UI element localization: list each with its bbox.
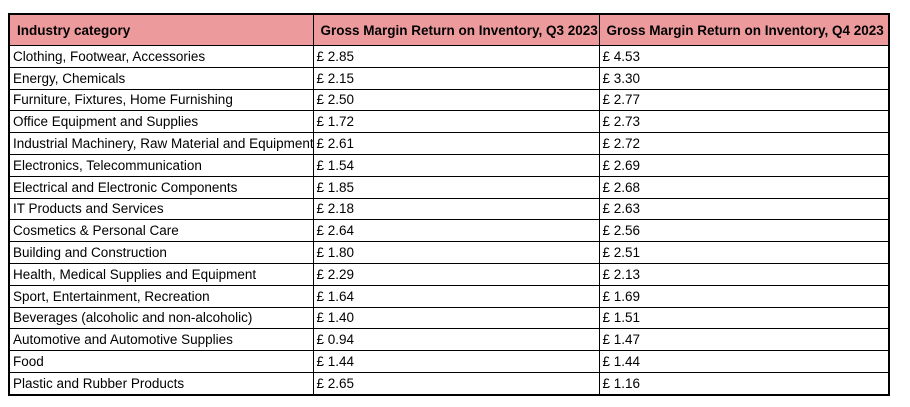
- gmroi-q3-value-cell: £ 1.44: [312, 350, 600, 373]
- industry-category-cell: Food: [8, 350, 314, 373]
- gmroi-q4-value-cell: £ 2.72: [598, 132, 890, 155]
- table-row: Office Equipment and Supplies £ 1.72 £ 2.7…: [8, 110, 890, 134]
- industry-category-cell: Energy, Chemicals: [8, 66, 314, 90]
- table-row: Health, Medical Supplies and Equipment £ …: [8, 262, 890, 286]
- column-header-gmroi-q4-2023: Gross Margin Return on Inventory, Q4 202…: [598, 13, 890, 46]
- gmroi-q3-value-cell: £ 1.80: [312, 241, 600, 264]
- gmroi-q4-value-cell: £ 2.56: [598, 219, 890, 243]
- gmroi-q3-value-cell: £ 1.85: [312, 175, 600, 199]
- gmroi-q3-value-cell: £ 2.18: [312, 197, 600, 221]
- industry-category-cell: Furniture, Fixtures, Home Furnishing: [8, 88, 314, 112]
- gmroi-q4-value-cell: £ 2.77: [598, 88, 890, 112]
- gmroi-q4-value-cell: £ 2.63: [598, 197, 890, 221]
- gmroi-q3-value-cell: £ 1.40: [312, 306, 600, 330]
- industry-category-cell: Electronics, Telecommunication: [8, 153, 314, 177]
- industry-category-cell: Office Equipment and Supplies: [8, 110, 314, 134]
- industry-category-cell: Cosmetics & Personal Care: [8, 219, 314, 243]
- table-row: Food £ 1.44 £ 1.44: [8, 350, 890, 373]
- table-row: Cosmetics & Personal Care £ 2.64 £ 2.56: [8, 219, 890, 243]
- gmroi-q4-value-cell: £ 4.53: [598, 45, 890, 68]
- column-header-industry-category: Industry category: [8, 13, 314, 46]
- gmroi-q4-value-cell: £ 1.69: [598, 284, 890, 308]
- gmroi-q4-value-cell: £ 2.51: [598, 241, 890, 264]
- industry-category-cell: Electrical and Electronic Components: [8, 175, 314, 199]
- table-row: Sport, Entertainment, Recreation £ 1.64 £ …: [8, 284, 890, 308]
- table-row: Industrial Machinery, Raw Material and E…: [8, 132, 890, 155]
- column-header-gmroi-q3-2023: Gross Margin Return on Inventory, Q3 202…: [312, 13, 600, 46]
- gmroi-q3-value-cell: £ 2.64: [312, 219, 600, 243]
- table-row: Automotive and Automotive Supplies £ 0.94…: [8, 328, 890, 352]
- industry-category-cell: Beverages (alcoholic and non-alcoholic): [8, 306, 314, 330]
- table-row: Electronics, Telecommunication £ 1.54 £ 2.…: [8, 153, 890, 177]
- table-row: Electrical and Electronic Components £ 1.…: [8, 175, 890, 199]
- industry-category-cell: Plastic and Rubber Products: [8, 371, 314, 396]
- gmroi-q3-value-cell: £ 1.64: [312, 284, 600, 308]
- gmroi-q4-value-cell: £ 2.73: [598, 110, 890, 134]
- table-row: IT Products and Services £ 2.18 £ 2.63: [8, 197, 890, 221]
- gmroi-q4-value-cell: £ 1.47: [598, 328, 890, 352]
- industry-category-cell: Clothing, Footwear, Accessories: [8, 45, 314, 68]
- industry-category-cell: Automotive and Automotive Supplies: [8, 328, 314, 352]
- gmroi-q3-value-cell: £ 2.65: [312, 371, 600, 396]
- table-row: Energy, Chemicals £ 2.15 £ 3.30: [8, 66, 890, 90]
- table-row: Plastic and Rubber Products £ 2.65 £ 1.16: [8, 371, 890, 396]
- industry-category-cell: Sport, Entertainment, Recreation: [8, 284, 314, 308]
- gmroi-q3-value-cell: £ 2.29: [312, 262, 600, 286]
- industry-category-cell: IT Products and Services: [8, 197, 314, 221]
- gmroi-q4-value-cell: £ 1.16: [598, 371, 890, 396]
- gmroi-q3-value-cell: £ 2.15: [312, 66, 600, 90]
- table-row: Clothing, Footwear, Accessories £ 2.85 £ 4…: [8, 45, 890, 68]
- gmroi-q4-value-cell: £ 1.44: [598, 350, 890, 373]
- industry-category-cell: Building and Construction: [8, 241, 314, 264]
- header-row: Industry category Gross Margin Return on…: [8, 13, 890, 46]
- gmroi-q3-value-cell: £ 1.54: [312, 153, 600, 177]
- table-row: Furniture, Fixtures, Home Furnishing £ 2.…: [8, 88, 890, 112]
- gmroi-q3-value-cell: £ 0.94: [312, 328, 600, 352]
- gmroi-q4-value-cell: £ 2.69: [598, 153, 890, 177]
- gmroi-q3-value-cell: £ 1.72: [312, 110, 600, 134]
- table-body: Clothing, Footwear, Accessories £ 2.85 £ 4…: [8, 45, 890, 396]
- table-row: Beverages (alcoholic and non-alcoholic) £…: [8, 306, 890, 330]
- gmroi-q3-value-cell: £ 2.61: [312, 132, 600, 155]
- gmroi-q4-value-cell: £ 2.13: [598, 262, 890, 286]
- gmroi-table: Industry category Gross Margin Return on…: [8, 13, 890, 396]
- gmroi-q3-value-cell: £ 2.50: [312, 88, 600, 112]
- gmroi-q4-value-cell: £ 3.30: [598, 66, 890, 90]
- gmroi-q4-value-cell: £ 1.51: [598, 306, 890, 330]
- industry-category-cell: Health, Medical Supplies and Equipment: [8, 262, 314, 286]
- gmroi-q3-value-cell: £ 2.85: [312, 45, 600, 68]
- industry-category-cell: Industrial Machinery, Raw Material and E…: [8, 132, 314, 155]
- gmroi-q4-value-cell: £ 2.68: [598, 175, 890, 199]
- table-row: Building and Construction £ 1.80 £ 2.51: [8, 241, 890, 264]
